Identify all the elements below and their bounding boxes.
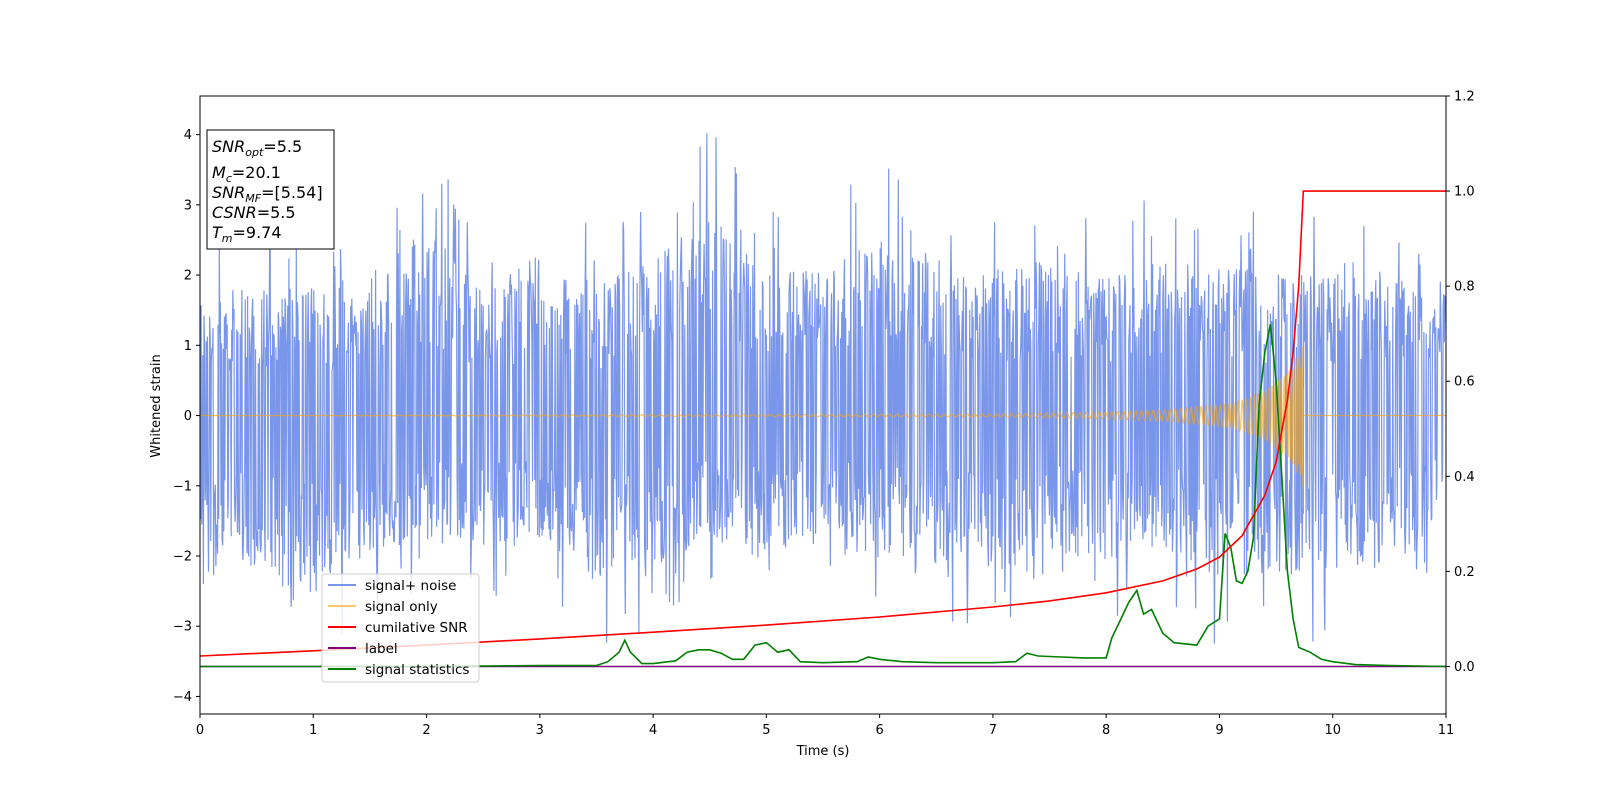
x-tick-label: 8 [1102, 723, 1110, 738]
y2-tick-label: 0.4 [1454, 470, 1475, 485]
y2-tick-label: 1.2 [1454, 90, 1475, 105]
annotation-tm-value: =9.74 [233, 223, 282, 242]
annotation-tm-sym: T [212, 223, 223, 242]
x-tick-label: 11 [1438, 723, 1455, 738]
x-axis-label: Time (s) [796, 744, 850, 759]
annotation-tm: Tm=9.74 [212, 223, 282, 245]
annotation-mc-sub: c [226, 172, 232, 185]
y-axis-ticks: −4 −3 −2 −1 0 1 2 3 4 [173, 128, 200, 705]
x-tick-label: 2 [422, 723, 430, 738]
annotation-snr-opt-value: =5.5 [263, 137, 302, 156]
annotation-snr-mf-value: =[5.54] [261, 183, 323, 202]
annotation-box: SNRopt=5.5 Mc=20.1 SNRMF=[5.54] CSNR=5.5… [206, 129, 335, 250]
y-tick-label: 2 [184, 269, 192, 284]
legend-frame [321, 573, 480, 683]
y2-tick-label: 1.0 [1454, 185, 1475, 200]
series-signal-only [200, 345, 1446, 488]
plot-frame [199, 95, 1447, 715]
y-tick-label: 1 [184, 339, 192, 354]
cumulative-snr-line [199, 190, 1446, 657]
signal-only-line [200, 345, 1446, 488]
y2-tick-label: 0.6 [1454, 375, 1475, 390]
y-axis-label: Whitened strain [149, 354, 164, 457]
signal-statistics-line [200, 324, 1447, 668]
annotation-csnr: CSNR=5.5 [212, 203, 296, 222]
x-axis-ticks: 0 1 2 3 4 5 6 7 8 9 10 11 [196, 714, 1454, 738]
annotation-snr-mf: SNRMF=[5.54] [212, 183, 323, 205]
y-tick-label: 0 [184, 409, 192, 424]
y-tick-label: 3 [184, 198, 192, 213]
annotation-frame [206, 129, 335, 250]
x-tick-label: 4 [649, 723, 657, 738]
x-tick-label: 3 [536, 723, 544, 738]
annotation-mc-value: =20.1 [232, 163, 281, 182]
annotation-snr-mf-sub: MF [245, 192, 261, 205]
x-tick-label: 6 [875, 723, 883, 738]
annotation-snr-opt-sub: opt [245, 146, 264, 159]
y2-axis-ticks: 0.0 0.2 0.4 0.6 0.8 1.0 1.2 [1446, 90, 1475, 675]
signal-noise-line [199, 133, 1447, 644]
series-signal-noise [199, 133, 1447, 644]
x-tick-label: 5 [762, 723, 770, 738]
annotation-snr-mf-sym: SNR [212, 183, 245, 202]
y-tick-label: −1 [173, 479, 192, 494]
y2-tick-label: 0.2 [1454, 565, 1475, 580]
annotation-csnr-value: =5.5 [257, 203, 296, 222]
y-tick-label: −4 [173, 690, 192, 705]
annotation-snr-opt: SNRopt=5.5 [212, 137, 302, 159]
legend-label-signal-noise: signal+ noise [365, 578, 456, 594]
annotation-mc: Mc=20.1 [212, 163, 281, 185]
legend-label-cumulative-snr: cumilative SNR [365, 620, 468, 636]
annotation-mc-sym: M [212, 163, 226, 182]
legend-label-signal-statistics: signal statistics [365, 662, 469, 678]
x-tick-label: 10 [1324, 723, 1341, 738]
annotation-tm-sub: m [222, 232, 233, 245]
x-tick-label: 0 [196, 723, 204, 738]
x-tick-label: 7 [989, 723, 997, 738]
y-tick-label: −3 [173, 620, 192, 635]
annotation-csnr-sym: CSNR [212, 203, 257, 222]
y2-tick-label: 0.0 [1454, 660, 1475, 675]
y-tick-label: −2 [173, 549, 192, 564]
legend-label-label: label [365, 641, 398, 657]
annotation-snr-opt-sym: SNR [212, 137, 245, 156]
legend-label-signal-only: signal only [365, 599, 438, 615]
x-tick-label: 9 [1215, 723, 1223, 738]
y-tick-label: 4 [184, 128, 192, 143]
legend: signal+ noise signal only cumilative SNR… [321, 573, 480, 683]
y2-tick-label: 0.8 [1454, 280, 1475, 295]
x-tick-label: 1 [309, 723, 317, 738]
